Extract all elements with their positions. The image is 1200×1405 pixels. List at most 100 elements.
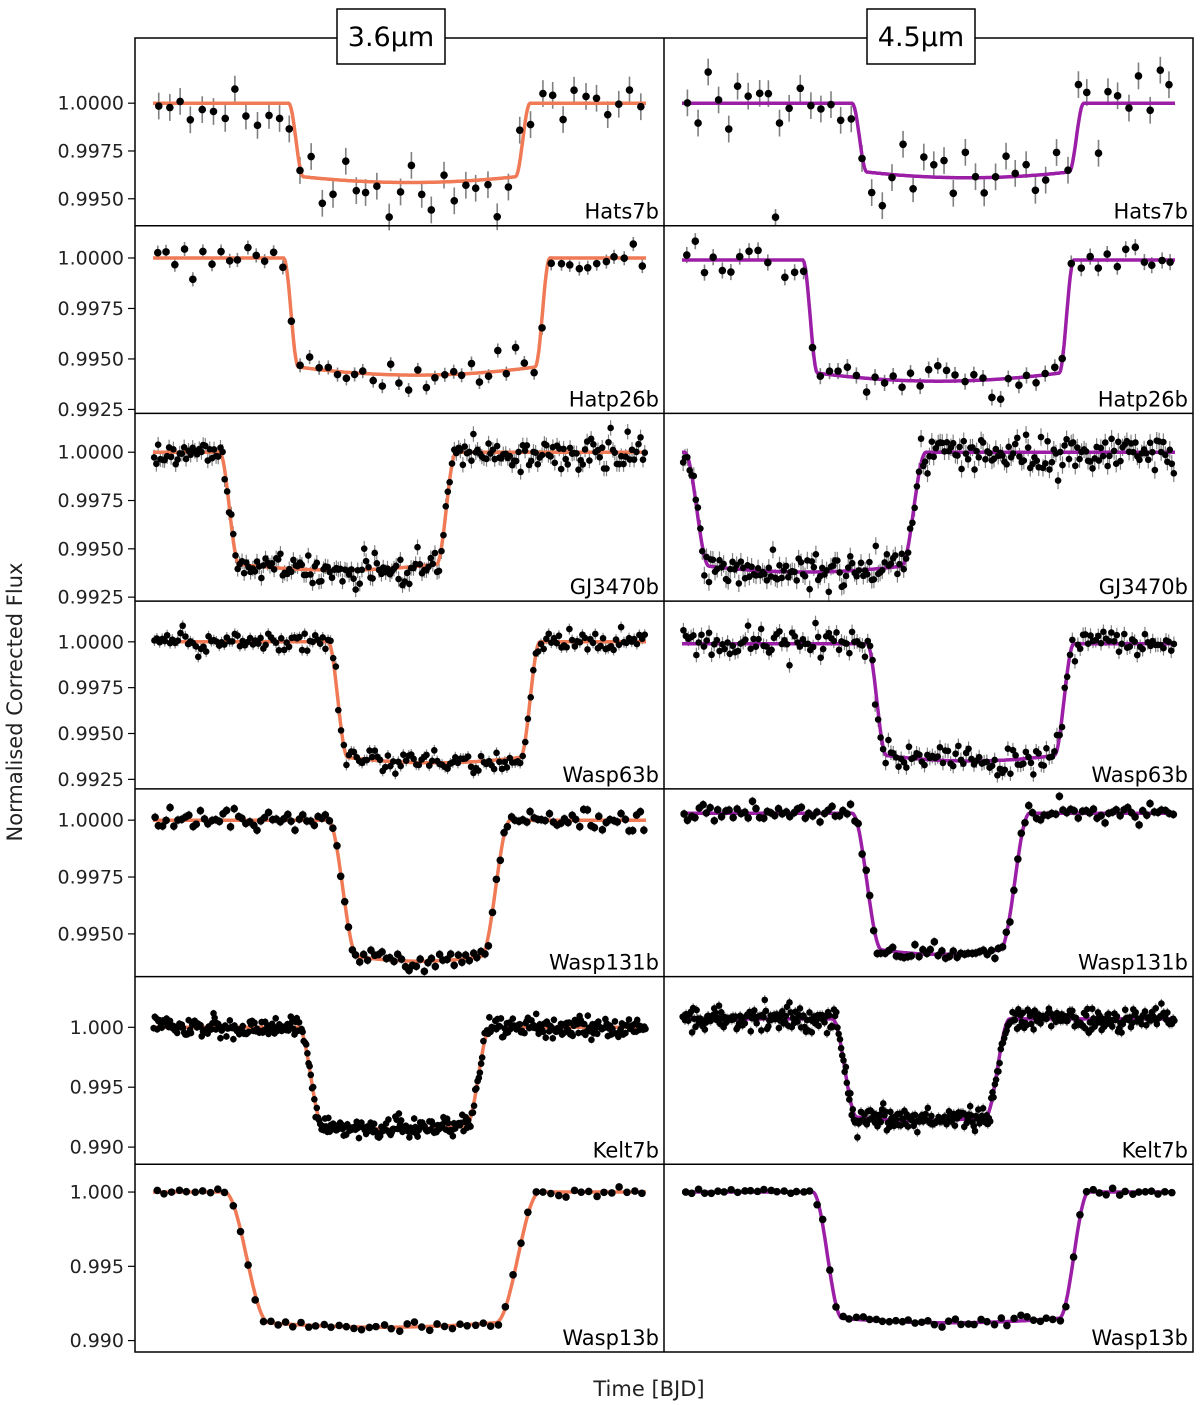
light-curve-wasp131b-45um — [680, 791, 1178, 963]
data-point — [866, 558, 873, 566]
data-point — [307, 152, 315, 161]
data-point — [1030, 1026, 1037, 1033]
data-point — [371, 747, 379, 754]
data-point — [489, 446, 497, 454]
planet-label: Hatp26b — [1098, 387, 1188, 411]
data-point — [327, 1323, 335, 1331]
data-point — [1071, 658, 1079, 665]
planet-label: Hats7b — [1113, 200, 1188, 224]
data-point — [816, 818, 824, 826]
data-point — [1149, 448, 1156, 456]
panel-row-hatp26b: 0.9925 0.9950 0.9975 1.0000 Hatp26b Hatp26b — [58, 209, 1188, 421]
data-point — [778, 1008, 786, 1015]
data-point — [1147, 1187, 1156, 1195]
data-point — [1110, 637, 1118, 645]
data-point — [575, 264, 584, 273]
data-point — [729, 813, 737, 822]
data-point — [1121, 245, 1130, 254]
data-point — [744, 622, 752, 629]
data-point — [589, 639, 597, 647]
data-point — [1037, 433, 1045, 441]
data-point — [238, 814, 246, 823]
data-point — [496, 856, 505, 865]
data-point — [1142, 1021, 1150, 1029]
data-point — [1065, 455, 1073, 463]
data-point — [509, 1015, 517, 1023]
data-point — [804, 640, 812, 648]
data-point — [579, 461, 587, 468]
data-point — [818, 1215, 827, 1224]
data-point — [727, 268, 735, 276]
data-point — [775, 119, 784, 127]
data-point — [733, 1188, 742, 1197]
data-point — [904, 1316, 913, 1324]
data-point — [698, 547, 706, 555]
data-point — [862, 388, 871, 396]
data-point — [1086, 458, 1094, 465]
data-point — [734, 647, 742, 655]
data-point — [444, 488, 452, 495]
data-point — [1094, 149, 1103, 158]
y-tick-label: 0.9950 — [58, 923, 124, 945]
data-point — [230, 804, 239, 813]
data-point — [1002, 152, 1010, 160]
data-point — [754, 246, 762, 255]
data-point — [777, 1012, 785, 1020]
data-point — [570, 86, 578, 95]
data-point — [700, 643, 708, 650]
data-point — [493, 749, 500, 757]
data-point — [915, 468, 923, 476]
data-point — [791, 568, 798, 576]
data-point — [629, 240, 638, 248]
data-point — [167, 453, 175, 461]
data-point — [430, 747, 438, 754]
data-point — [1011, 1016, 1019, 1024]
data-point — [720, 560, 727, 568]
data-point — [705, 629, 713, 637]
data-point — [864, 570, 871, 578]
data-point — [573, 450, 580, 457]
data-point — [846, 553, 854, 560]
data-point — [817, 654, 824, 661]
data-point — [226, 1017, 234, 1024]
data-point — [1055, 792, 1064, 801]
data-point — [752, 643, 760, 651]
planet-label: Kelt7b — [1122, 1138, 1188, 1162]
data-point — [583, 806, 592, 814]
data-point — [444, 1119, 452, 1127]
data-point — [747, 645, 754, 653]
data-point — [699, 800, 707, 809]
data-point — [335, 1321, 343, 1330]
data-point — [1037, 1020, 1044, 1027]
transit-model-curve — [153, 1190, 646, 1329]
data-point — [878, 1317, 887, 1326]
data-point — [444, 765, 451, 772]
data-point — [709, 556, 717, 564]
data-point — [1134, 72, 1143, 80]
data-point — [1103, 250, 1111, 258]
y-axis-title: Normalised Corrected Flux — [3, 563, 27, 842]
data-point — [310, 821, 319, 830]
data-point — [288, 568, 295, 576]
data-point — [189, 275, 197, 284]
data-point — [1117, 457, 1124, 465]
light-curve-wasp63b-45um — [680, 615, 1178, 783]
data-point — [815, 1022, 822, 1030]
data-point — [840, 582, 848, 589]
data-point — [720, 1188, 728, 1196]
data-point — [896, 560, 903, 568]
data-point — [285, 643, 293, 651]
data-point — [161, 637, 169, 645]
y-tick-label: 1.000 — [70, 1017, 124, 1039]
data-point — [260, 813, 269, 822]
data-point — [698, 631, 705, 639]
data-point — [397, 1117, 405, 1124]
data-point — [693, 1006, 700, 1014]
data-point — [397, 762, 404, 770]
data-point — [209, 107, 218, 116]
data-point — [173, 1029, 181, 1037]
data-point — [796, 643, 804, 650]
data-point — [605, 438, 612, 446]
data-point — [526, 807, 534, 816]
data-point — [1017, 1311, 1025, 1320]
